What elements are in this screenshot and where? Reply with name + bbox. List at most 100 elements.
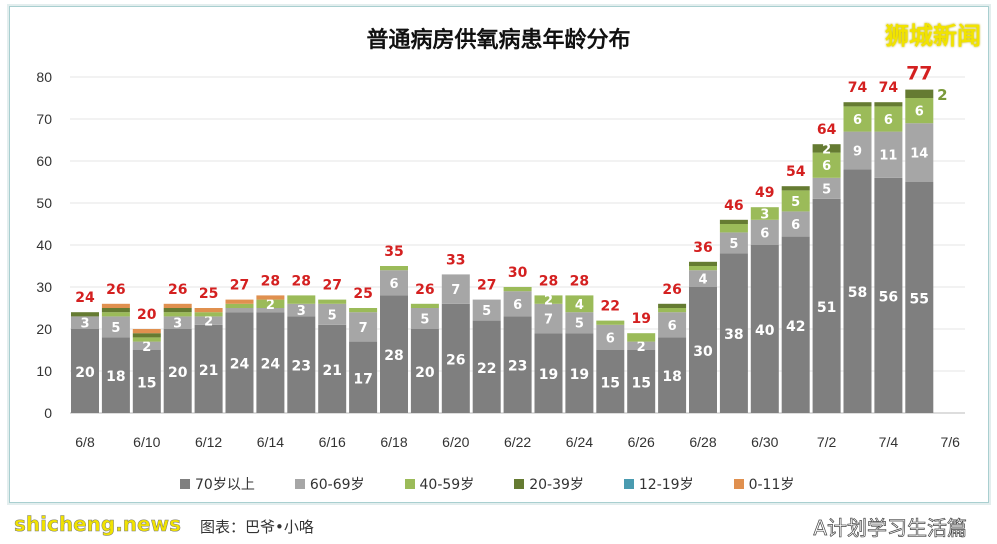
bar-segment [658,308,687,313]
y-tick-label: 0 [44,405,52,421]
chart-title: 普通病房供氧病患年龄分布 [366,28,631,53]
total-label: 27 [230,278,249,294]
bar-segment [71,316,99,329]
data-label: 3 [173,317,182,332]
data-label: 6 [513,298,522,313]
legend-item: 20-39岁 [514,474,584,494]
data-label: 20 [168,365,188,381]
data-label: 18 [106,369,125,385]
bar-segment [318,299,347,304]
data-label: 17 [353,371,372,387]
bar-segment [905,182,934,413]
data-label: 2 [544,294,553,309]
y-tick-label: 20 [36,321,52,337]
chart-credit: 图表：巴爷•小咯 [200,518,314,536]
bar-segment [565,312,594,334]
bar-segment [719,224,748,233]
bar-segment [874,102,903,107]
bar-segment [689,261,717,266]
bar-segment [194,316,223,325]
data-label: 5 [822,182,831,197]
bar-segment [750,219,779,245]
total-label: 26 [415,282,434,298]
bar-segment [256,295,285,300]
bar-segment [689,270,717,287]
data-label: 23 [508,359,527,375]
bar-segment [750,207,779,220]
data-label: 6 [760,226,769,241]
bar-segment [349,341,378,413]
legend-swatch [180,479,190,489]
bar-segment [163,312,192,317]
bar-segment [905,123,934,182]
bar-segment [410,303,439,308]
x-tick-label: 7/2 [817,434,837,450]
total-label: 74 [879,80,899,96]
bar-segment [750,245,779,413]
bar-segment [534,295,563,304]
data-label: 58 [848,285,867,301]
total-label: 64 [817,122,837,138]
legend-swatch [733,479,744,489]
data-label: 56 [879,289,898,305]
watermark-top: 狮城新闻 [885,22,981,50]
data-label: 6 [389,277,398,292]
data-label: 20 [415,365,435,381]
y-tick-label: 80 [36,69,52,85]
bar-segment [225,299,254,304]
bar-segment [380,295,408,413]
total-label: 25 [353,286,372,302]
data-label: 30 [693,344,713,360]
bar-segment [719,219,748,224]
total-label: 26 [662,282,681,298]
x-tick-label: 6/28 [689,434,716,450]
data-label: 21 [322,363,341,379]
bar-segment [441,303,470,413]
bar-segment [287,295,316,304]
data-label: 7 [544,313,553,328]
data-label: 6 [791,218,800,233]
bar-segment [812,152,841,178]
legend-item: 70岁以上 [180,474,255,494]
legend-swatch [294,479,305,489]
total-label: 28 [570,273,589,289]
x-tick-label: 6/8 [75,434,95,450]
data-label: 5 [482,304,491,319]
data-label: 7 [451,283,460,298]
bar-segment [225,303,254,308]
data-label: 15 [137,376,156,392]
bar-segment [503,291,532,317]
bar-segment [843,102,872,107]
total-label: 20 [137,307,157,323]
legend-label: 70岁以上 [195,477,255,493]
data-label: 5 [111,321,120,336]
x-tick-label: 7/6 [940,434,960,450]
bar-segment [71,329,99,413]
data-label: 14 [910,147,928,162]
data-label: 5 [328,308,337,323]
data-label: 2 [937,86,947,104]
data-label: 38 [724,327,743,343]
bar-segment [163,303,192,308]
data-label: 6 [884,113,893,128]
bar-segment [101,308,130,313]
bar-segment [472,320,501,413]
y-tick-label: 30 [36,279,52,295]
bar-segment [843,169,872,413]
total-label: 33 [446,252,465,268]
bar-segment [132,350,161,413]
total-label: 26 [106,282,125,298]
bar-segment [132,333,161,338]
bar-segment [318,303,347,325]
bar-segment [781,236,810,413]
bar-segment [163,308,192,313]
watermark-bottom-right: A计划学习生活篇 [813,516,967,541]
bar-segment [441,274,470,304]
x-tick-label: 6/14 [257,434,284,450]
x-tick-label: 6/24 [566,434,593,450]
data-label: 5 [575,317,584,332]
legend-item: 12-19岁 [623,474,694,494]
bar-segment [101,316,130,338]
bar-segment [565,295,594,313]
y-tick-label: 10 [36,363,52,379]
